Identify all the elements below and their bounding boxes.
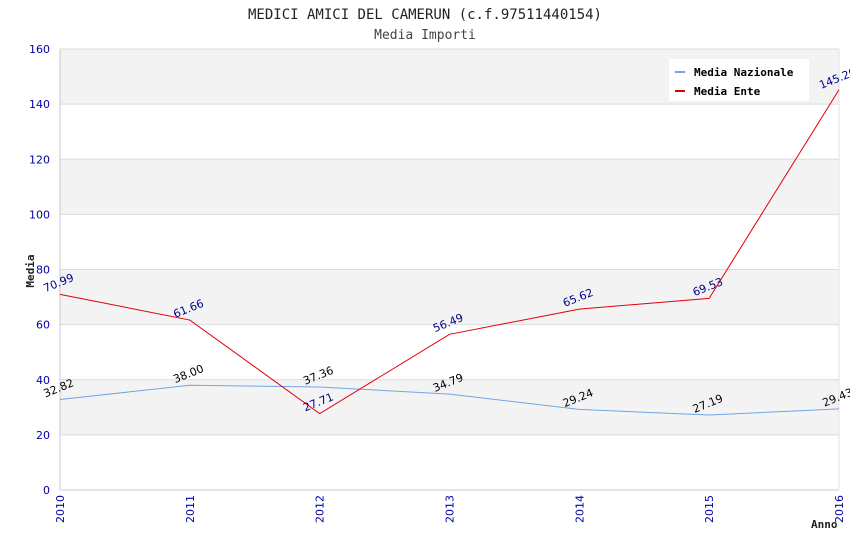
grid-band xyxy=(60,434,839,490)
series-line xyxy=(59,89,840,415)
y-tick-label: 20 xyxy=(36,429,50,442)
x-tick-label: 2015 xyxy=(703,495,716,523)
grid-band xyxy=(60,379,839,435)
grid-band xyxy=(60,214,839,270)
x-tick-label: 2012 xyxy=(314,495,327,523)
y-tick-label: 60 xyxy=(36,319,50,332)
y-axis-ticks: 0 20 40 60 80 100 120 140 160 xyxy=(29,43,50,497)
legend-box xyxy=(669,59,809,101)
y-tick-label: 160 xyxy=(29,43,50,56)
y-tick-label: 0 xyxy=(43,484,50,497)
chart-title: MEDICI AMICI DEL CAMERUN (c.f.9751144015… xyxy=(248,7,602,23)
y-tick-label: 120 xyxy=(29,153,50,166)
legend-label: Media Ente xyxy=(694,85,761,98)
x-tick-label: 2013 xyxy=(444,495,457,523)
y-axis-label: Media xyxy=(24,254,37,287)
x-axis-label: Anno xyxy=(811,518,838,531)
grid-band xyxy=(60,269,839,325)
grid-bands xyxy=(60,49,839,490)
chart-subtitle: Media Importi xyxy=(374,28,476,43)
x-tick-label: 2011 xyxy=(184,495,197,523)
x-tick-label: 2010 xyxy=(54,495,67,523)
series-line xyxy=(59,384,840,416)
legend: Media Nazionale Media Ente xyxy=(669,59,809,101)
grid-band xyxy=(60,104,839,160)
y-tick-label: 140 xyxy=(29,98,50,111)
x-tick-label: 2016 xyxy=(833,495,846,523)
grid-band xyxy=(60,159,839,215)
x-axis-ticks: 2010 2011 2012 2013 2014 2015 2016 xyxy=(54,495,846,523)
series-lines xyxy=(59,89,840,416)
x-tick-label: 2014 xyxy=(573,495,586,523)
y-tick-label: 100 xyxy=(29,208,50,221)
grid-lines xyxy=(59,48,840,491)
legend-label: Media Nazionale xyxy=(694,66,794,79)
y-tick-label: 80 xyxy=(36,264,50,277)
y-tick-label: 40 xyxy=(36,374,50,387)
